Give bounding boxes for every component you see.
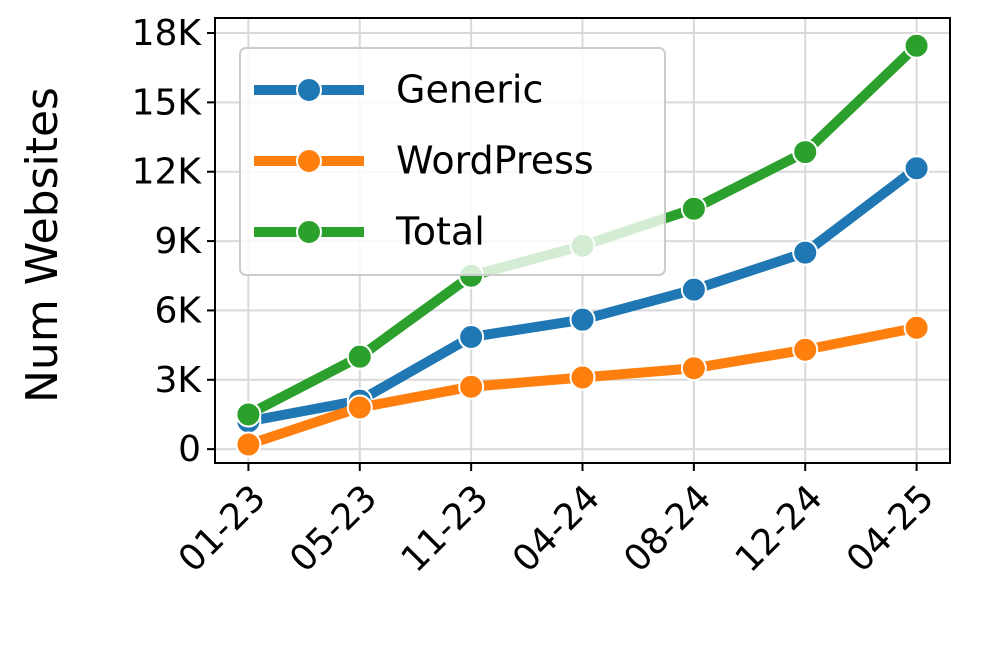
y-tick-label: 9K — [154, 221, 202, 262]
marker — [680, 195, 707, 222]
x-tick-label: 11-23 — [394, 477, 497, 580]
marker — [458, 324, 485, 351]
y-tick-label: 12K — [132, 152, 203, 193]
x-tick-label: 08-24 — [616, 477, 719, 580]
marker — [569, 364, 596, 391]
y-axis-label: Num Websites — [17, 87, 68, 403]
marker — [458, 373, 485, 400]
legend-marker — [296, 148, 322, 174]
legend-box — [239, 47, 666, 276]
y-tick-label: 0 — [178, 429, 201, 470]
marker — [680, 355, 707, 382]
y-tick-label: 15K — [132, 82, 203, 123]
legend-label: WordPress — [396, 139, 594, 183]
y-tick-label: 6K — [154, 290, 202, 331]
marker — [792, 139, 819, 166]
marker — [903, 314, 930, 341]
plot-frame — [214, 17, 951, 464]
legend-marker — [296, 77, 322, 103]
marker — [792, 336, 819, 363]
legend-label: Generic — [396, 68, 543, 112]
marker — [903, 32, 930, 59]
x-tick-label: 01-23 — [171, 477, 274, 580]
marker — [346, 343, 373, 370]
x-tick-label: 12-24 — [728, 477, 831, 580]
marker — [235, 431, 262, 458]
marker — [903, 155, 930, 182]
marker — [680, 276, 707, 303]
x-tick-label: 04-25 — [839, 477, 942, 580]
legend-label: Total — [395, 210, 485, 254]
legend-marker — [296, 219, 322, 245]
x-tick-label: 04-24 — [505, 477, 608, 580]
marker — [235, 401, 262, 428]
y-tick-label: 3K — [154, 360, 202, 401]
marker — [346, 394, 373, 421]
marker — [569, 306, 596, 333]
y-tick-label: 18K — [132, 13, 203, 54]
x-tick-label: 05-23 — [282, 477, 385, 580]
marker — [792, 239, 819, 266]
